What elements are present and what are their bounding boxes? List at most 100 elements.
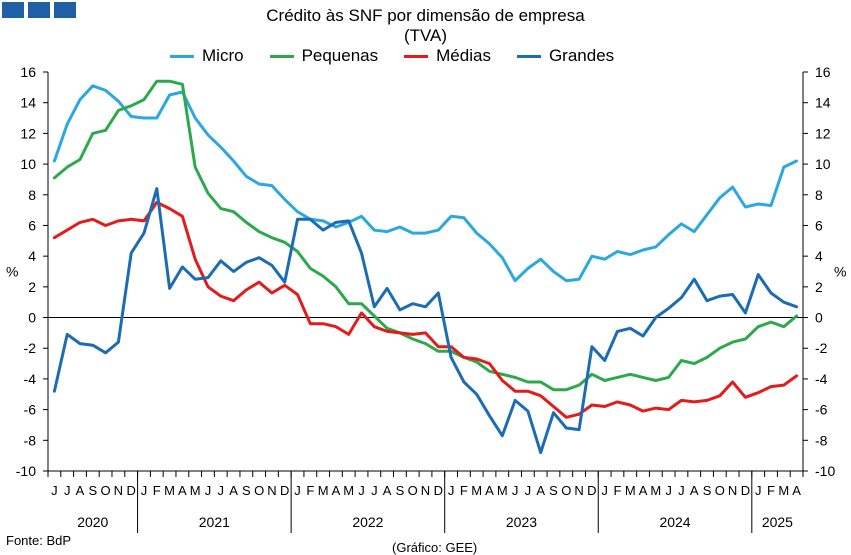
legend-item: Médias bbox=[404, 46, 491, 66]
x-month-label: N bbox=[267, 483, 276, 498]
y-tick-label-right: 0 bbox=[815, 310, 823, 326]
x-year-label: 2022 bbox=[352, 514, 383, 530]
x-month-label: A bbox=[792, 483, 801, 498]
x-month-label: F bbox=[460, 483, 468, 498]
y-tick-label-right: 2 bbox=[815, 279, 823, 295]
y-tick-label-left: -2 bbox=[24, 340, 37, 356]
x-month-label: F bbox=[767, 483, 775, 498]
y-tick-label-right: 6 bbox=[815, 217, 823, 233]
y-tick-label-left: 10 bbox=[20, 156, 36, 172]
x-month-label: A bbox=[76, 483, 85, 498]
chart-subtitle: (TVA) bbox=[403, 26, 448, 45]
logo-block bbox=[54, 2, 76, 18]
y-tick-label-right: -10 bbox=[815, 463, 835, 479]
x-month-label: M bbox=[778, 483, 789, 498]
x-month-label: M bbox=[164, 483, 175, 498]
bdp-logo-icon bbox=[2, 2, 76, 18]
legend-swatch bbox=[516, 54, 541, 58]
series-line-micro bbox=[52, 84, 799, 283]
x-month-label: D bbox=[434, 483, 443, 498]
x-month-label: J bbox=[678, 483, 685, 498]
legend-swatch bbox=[404, 54, 429, 58]
y-tick-label-left: 16 bbox=[20, 64, 36, 80]
series-line-grandes bbox=[52, 187, 799, 455]
x-month-label: N bbox=[574, 483, 583, 498]
y-tick-label-left: -6 bbox=[24, 402, 37, 418]
y-tick-label-left: 14 bbox=[20, 95, 36, 111]
x-month-label: A bbox=[639, 483, 648, 498]
y-tick-label-left: 6 bbox=[28, 217, 36, 233]
y-tick-label-left: 2 bbox=[28, 279, 36, 295]
x-month-label: S bbox=[88, 483, 97, 498]
x-month-label: J bbox=[218, 483, 225, 498]
x-month-label: M bbox=[625, 483, 636, 498]
x-month-label: J bbox=[205, 483, 212, 498]
x-month-label: N bbox=[114, 483, 123, 498]
chart-legend: Micro Pequenas Médias Grandes bbox=[170, 46, 614, 66]
x-month-label: O bbox=[715, 483, 725, 498]
y-tick-label-left: -4 bbox=[24, 371, 37, 387]
x-year-label: 2025 bbox=[762, 514, 793, 530]
legend-swatch bbox=[269, 54, 294, 58]
x-year-label: 2023 bbox=[506, 514, 537, 530]
y-axis-label-right: % bbox=[834, 264, 846, 280]
legend-label: Micro bbox=[202, 46, 244, 65]
x-month-label: O bbox=[561, 483, 571, 498]
x-month-label: A bbox=[383, 483, 392, 498]
x-month-label: J bbox=[64, 483, 71, 498]
y-tick-label-right: 12 bbox=[815, 125, 831, 141]
x-month-label: O bbox=[101, 483, 111, 498]
chart-title: Crédito às SNF por dimensão de empresa bbox=[266, 6, 585, 25]
x-month-label: J bbox=[665, 483, 672, 498]
logo-block bbox=[28, 2, 50, 18]
y-tick-label-left: 8 bbox=[28, 187, 36, 203]
y-tick-label-left: 12 bbox=[20, 125, 36, 141]
y-tick-label-right: 10 bbox=[815, 156, 831, 172]
x-month-label: A bbox=[178, 483, 187, 498]
x-month-label: A bbox=[485, 483, 494, 498]
legend-label: Pequenas bbox=[301, 46, 379, 65]
legend-item: Grandes bbox=[516, 46, 615, 66]
x-month-label: M bbox=[318, 483, 329, 498]
source-note: Fonte: BdP bbox=[6, 533, 72, 548]
x-month-label: S bbox=[549, 483, 558, 498]
y-tick-label-left: -10 bbox=[16, 463, 36, 479]
x-month-label: F bbox=[613, 483, 621, 498]
x-year-label: 2021 bbox=[199, 514, 230, 530]
x-month-label: D bbox=[280, 483, 289, 498]
y-tick-label-right: -2 bbox=[815, 340, 828, 356]
x-month-label: J bbox=[371, 483, 378, 498]
x-month-label: M bbox=[471, 483, 482, 498]
x-month-label: S bbox=[242, 483, 251, 498]
y-tick-label-right: 8 bbox=[815, 187, 823, 203]
x-month-label: J bbox=[51, 483, 58, 498]
y-tick-label-right: -4 bbox=[815, 371, 828, 387]
y-tick-label-right: -6 bbox=[815, 402, 828, 418]
y-tick-label-left: 0 bbox=[28, 310, 36, 326]
y-axis-label-left: % bbox=[6, 264, 18, 280]
legend-label: Grandes bbox=[548, 46, 615, 65]
x-month-label: D bbox=[126, 483, 135, 498]
series-line-pequenas bbox=[52, 79, 799, 392]
y-tick-label-left: -8 bbox=[24, 432, 37, 448]
legend-swatch bbox=[170, 54, 194, 58]
x-month-label: M bbox=[343, 483, 354, 498]
legend-item: Micro bbox=[170, 46, 244, 66]
x-month-label: J bbox=[294, 483, 301, 498]
x-year-label: 2020 bbox=[77, 514, 108, 530]
logo-block bbox=[2, 2, 24, 18]
legend-item: Pequenas bbox=[269, 46, 379, 66]
y-tick-label-left: 4 bbox=[28, 248, 36, 264]
y-tick-label-right: 16 bbox=[815, 64, 831, 80]
x-year-label: 2024 bbox=[659, 514, 690, 530]
x-month-label: A bbox=[536, 483, 545, 498]
chart-title-block: Crédito às SNF por dimensão de empresa (… bbox=[0, 6, 851, 46]
y-tick-label-right: -8 bbox=[815, 432, 828, 448]
x-month-label: D bbox=[587, 483, 596, 498]
x-month-label: S bbox=[396, 483, 405, 498]
y-tick-label-right: 4 bbox=[815, 248, 823, 264]
x-month-label: N bbox=[421, 483, 430, 498]
x-month-label: J bbox=[755, 483, 762, 498]
legend-label: Médias bbox=[436, 46, 491, 65]
x-month-label: J bbox=[448, 483, 455, 498]
